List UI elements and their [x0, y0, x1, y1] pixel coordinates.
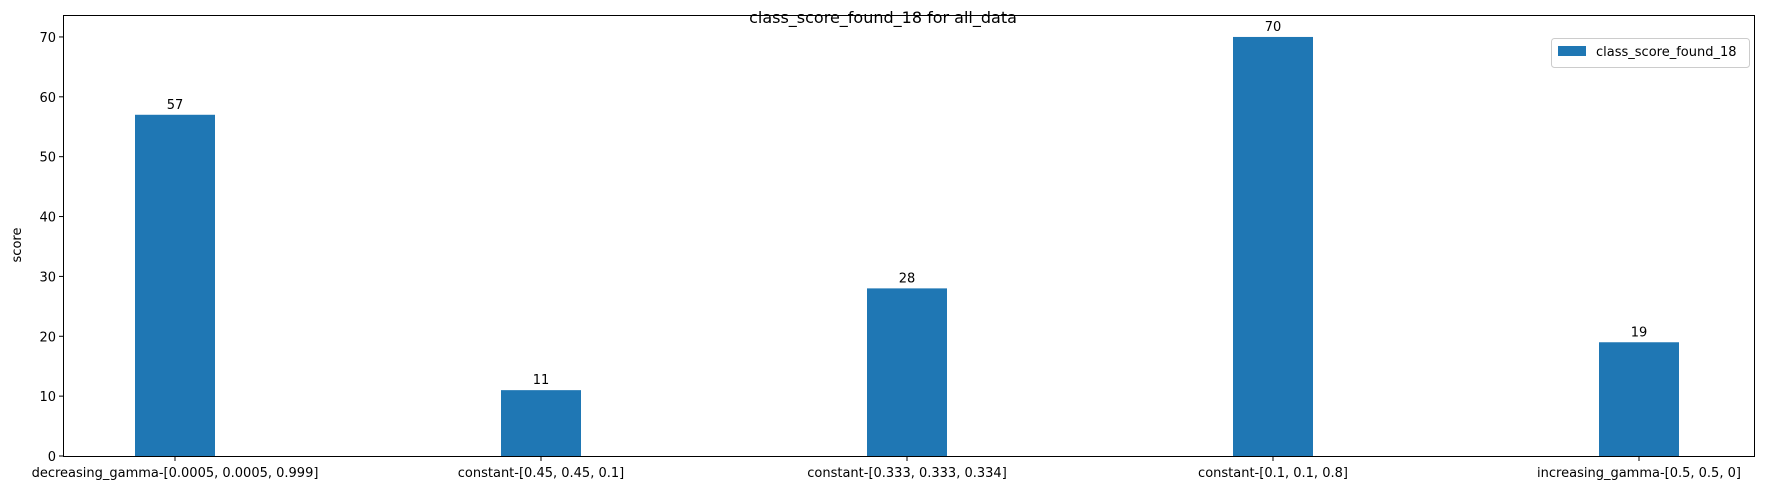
legend-swatch: [1558, 46, 1586, 56]
y-tick-label: 0: [48, 450, 56, 465]
bar-value-label: 19: [1631, 325, 1648, 340]
bar: [135, 114, 215, 456]
y-tick-label: 60: [39, 91, 56, 106]
legend-box: [1551, 38, 1750, 68]
y-tick-label: 20: [39, 330, 56, 345]
bar-value-label: 70: [1265, 20, 1282, 35]
y-tick-label: 50: [39, 151, 56, 166]
y-tick-label: 10: [39, 390, 56, 405]
bar-value-label: 57: [167, 98, 184, 113]
x-tick-label: constant-[0.1, 0.1, 0.8]: [1198, 466, 1348, 481]
bar: [1233, 36, 1313, 456]
bar: [1599, 342, 1679, 456]
chart-title: class_score_found_18 for all_data: [749, 8, 1017, 28]
x-tick-label: decreasing_gamma-[0.0005, 0.0005, 0.999]: [32, 466, 319, 481]
legend-entry-label: class_score_found_18: [1596, 45, 1737, 60]
plot-area: 0 10 20 30 40 50 60 70 57 decreasing_gamma-[0.000…: [32, 20, 1741, 481]
x-tick-label: constant-[0.333, 0.333, 0.334]: [807, 466, 1007, 481]
bar: [867, 288, 947, 456]
y-tick-label: 30: [39, 270, 56, 285]
x-tick-label: increasing_gamma-[0.5, 0.5, 0]: [1537, 466, 1741, 481]
bar: [501, 390, 581, 456]
bar-value-label: 28: [899, 271, 916, 286]
bar-value-label: 11: [533, 373, 550, 388]
y-axis-label: score: [10, 228, 25, 263]
legend: class_score_found_18: [1551, 38, 1750, 68]
y-tick-label: 70: [39, 31, 56, 46]
plot-frame: [63, 15, 1755, 457]
y-tick-label: 40: [39, 211, 56, 226]
x-tick-label: constant-[0.45, 0.45, 0.1]: [458, 466, 624, 481]
